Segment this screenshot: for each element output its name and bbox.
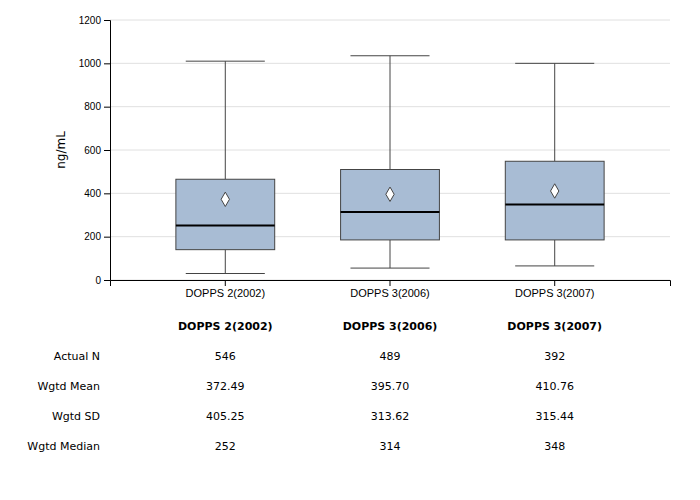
table-header: DOPPS 3(2006) [343,320,438,333]
table-row-label: Wgtd Median [27,440,100,453]
table: DOPPS 2(2002) DOPPS 3(2006) DOPPS 3(2007) A… [27,320,602,453]
table-header: DOPPS 3(2007) [507,320,602,333]
box [505,63,604,266]
cap-high [515,63,594,64]
boxes [176,56,604,274]
box-iqr [505,161,604,240]
y-tick-mark [104,193,110,194]
x-tick-mark [390,280,391,286]
y-tick: 200 [84,231,110,242]
box-iqr [341,170,440,240]
y-tick-mark [104,150,110,151]
x-tick-label: DOPPS 3(2006) [350,287,429,299]
median [505,204,604,206]
table-cell: 348 [544,440,565,453]
y-tick: 800 [84,101,110,112]
whisker-low [554,240,555,266]
whisker-high [225,61,226,179]
y-tick-label: 1200 [79,15,102,26]
mean-marker [386,187,394,201]
y-tick-label: 200 [84,231,101,242]
y-tick-mark [104,107,110,108]
table-cell: 313.62 [371,410,410,423]
table-cell: 372.49 [206,380,245,393]
x-tick-mark [225,280,226,286]
x-tick: DOPPS 3(2007) [515,280,594,299]
y-tick-label: 600 [84,145,101,156]
whisker-high [554,63,555,161]
cap-low [186,273,265,274]
y-axis: 0 200 400 600 800 1000 1200 [79,15,111,286]
table-cell: 252 [215,440,236,453]
cap-high [186,61,265,62]
table-cell: 315.44 [535,410,574,423]
table-cell: 489 [380,350,401,363]
y-tick-label: 800 [84,101,101,112]
y-tick-label: 0 [95,275,101,286]
box-iqr [176,179,275,249]
table-cell: 395.70 [371,380,410,393]
table-row-label: Actual N [54,350,100,363]
table-header: DOPPS 2(2002) [178,320,273,333]
median [341,211,440,213]
table-cell: 546 [215,350,236,363]
box [176,61,275,273]
x-tick: DOPPS 2(2002) [186,280,265,299]
x-tick-label: DOPPS 3(2007) [515,287,594,299]
y-tick-label: 1000 [79,58,102,69]
y-tick: 1200 [79,15,110,26]
x-tick-label: DOPPS 2(2002) [186,287,265,299]
table-cell: 314 [380,440,401,453]
cap-high [350,55,429,56]
mean-marker [551,184,559,198]
whisker-low [225,250,226,274]
table-row-label: Wgtd SD [52,410,100,423]
table-cell: 392 [544,350,565,363]
whisker-high [390,56,391,170]
chart: 020040060080010001200ng/mLDOPPS 2(2002)D… [0,0,700,500]
grid [110,20,670,280]
y-tick-mark [104,20,110,21]
x-axis: DOPPS 2(2002) DOPPS 3(2006) DOPPS 3(2007) [111,280,671,299]
y-tick-mark [104,280,110,281]
box [341,56,440,268]
table-cell: 405.25 [206,410,245,423]
y-tick: 600 [84,145,110,156]
table-row-label: Wgtd Mean [37,380,100,393]
grid-line [110,20,670,21]
cap-low [350,268,429,269]
y-axis-title: ng/mL [54,131,68,169]
x-tick: DOPPS 3(2006) [350,280,429,299]
whisker-low [390,240,391,268]
y-tick-label: 400 [84,188,101,199]
table-cell: 410.76 [535,380,574,393]
y-axis-line [104,21,111,281]
cap-low [515,265,594,266]
y-tick: 400 [84,188,110,199]
y-tick-mark [104,63,110,64]
x-axis-line [111,281,671,287]
y-tick: 0 [95,275,110,286]
y-tick-mark [104,237,110,238]
y-tick: 1000 [79,58,110,69]
x-tick-mark [554,280,555,286]
mean-marker [221,192,229,206]
median [176,224,275,226]
